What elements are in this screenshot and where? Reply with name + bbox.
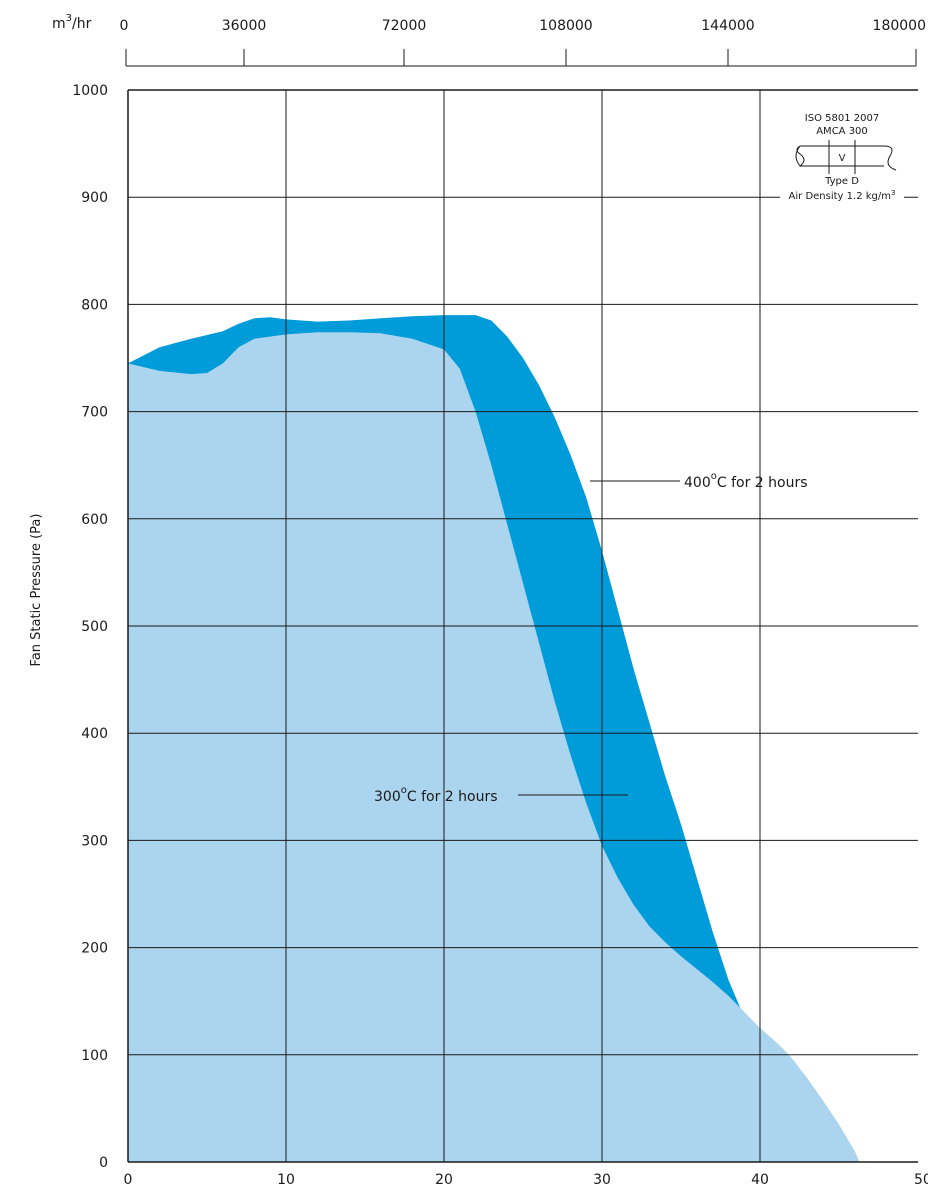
standard-box: ISO 5801 2007 AMCA 300 V Type D Air Dens… — [780, 113, 904, 205]
annotation-300: 300oC for 2 hours — [374, 785, 628, 805]
plot-frame — [127, 89, 918, 1163]
y-tick-label: 200 — [81, 941, 108, 957]
y-tick-label: 700 — [81, 405, 108, 421]
annotation-400: 400oC for 2 hours — [590, 471, 808, 491]
annotation-400-label: 400oC for 2 hours — [684, 471, 808, 491]
x-tick-label: 30 — [593, 1172, 611, 1188]
standard-iso-label: ISO 5801 2007 — [805, 113, 879, 124]
y-tick-label: 300 — [81, 833, 108, 849]
standard-symbol: V — [839, 153, 846, 164]
y-tick-label: 100 — [81, 1048, 108, 1064]
y-tick-label: 400 — [81, 726, 108, 742]
top-axis-tick-label: 36000 — [222, 18, 267, 34]
x-tick-label: 50 — [914, 1172, 928, 1188]
x-tick-label: 40 — [751, 1172, 769, 1188]
top-axis-tick-label: 72000 — [382, 18, 427, 34]
y-tick-label: 900 — [81, 190, 108, 206]
y-tick-labels: 0 100 200 300 400 500 600 700 800 900 1000 — [72, 83, 108, 1171]
grid-lines — [128, 90, 918, 1162]
x-tick-labels: 0 10 20 30 40 50 — [124, 1172, 928, 1188]
y-tick-label: 500 — [81, 619, 108, 635]
y-tick-label: 800 — [81, 297, 108, 313]
curve-fills — [128, 315, 860, 1163]
y-tick-label: 1000 — [72, 83, 108, 99]
top-axis-tick-label: 108000 — [539, 18, 592, 34]
series-area-1 — [128, 332, 860, 1162]
y-tick-label: 0 — [99, 1155, 108, 1171]
y-axis-label: Fan Static Pressure (Pa) — [29, 514, 44, 667]
x-tick-label: 0 — [124, 1172, 133, 1188]
top-axis-tick-label: 180000 — [873, 18, 926, 34]
top-airflow-axis: 0 36000 72000 108000 144000 180000 — [120, 18, 926, 67]
y-tick-label: 600 — [81, 512, 108, 528]
x-tick-label: 10 — [277, 1172, 295, 1188]
standard-density-label: Air Density 1.2 kg/m3 — [789, 189, 896, 202]
top-axis-tick-label: 144000 — [701, 18, 754, 34]
top-axis-tick-label: 0 — [120, 18, 129, 34]
standard-amca-label: AMCA 300 — [816, 126, 868, 137]
duct-symbol-icon — [795, 140, 897, 174]
standard-type-label: Type D — [824, 176, 859, 187]
top-axis-unit: m3/hr — [52, 13, 92, 32]
annotation-300-label: 300oC for 2 hours — [374, 785, 498, 805]
x-tick-label: 20 — [435, 1172, 453, 1188]
